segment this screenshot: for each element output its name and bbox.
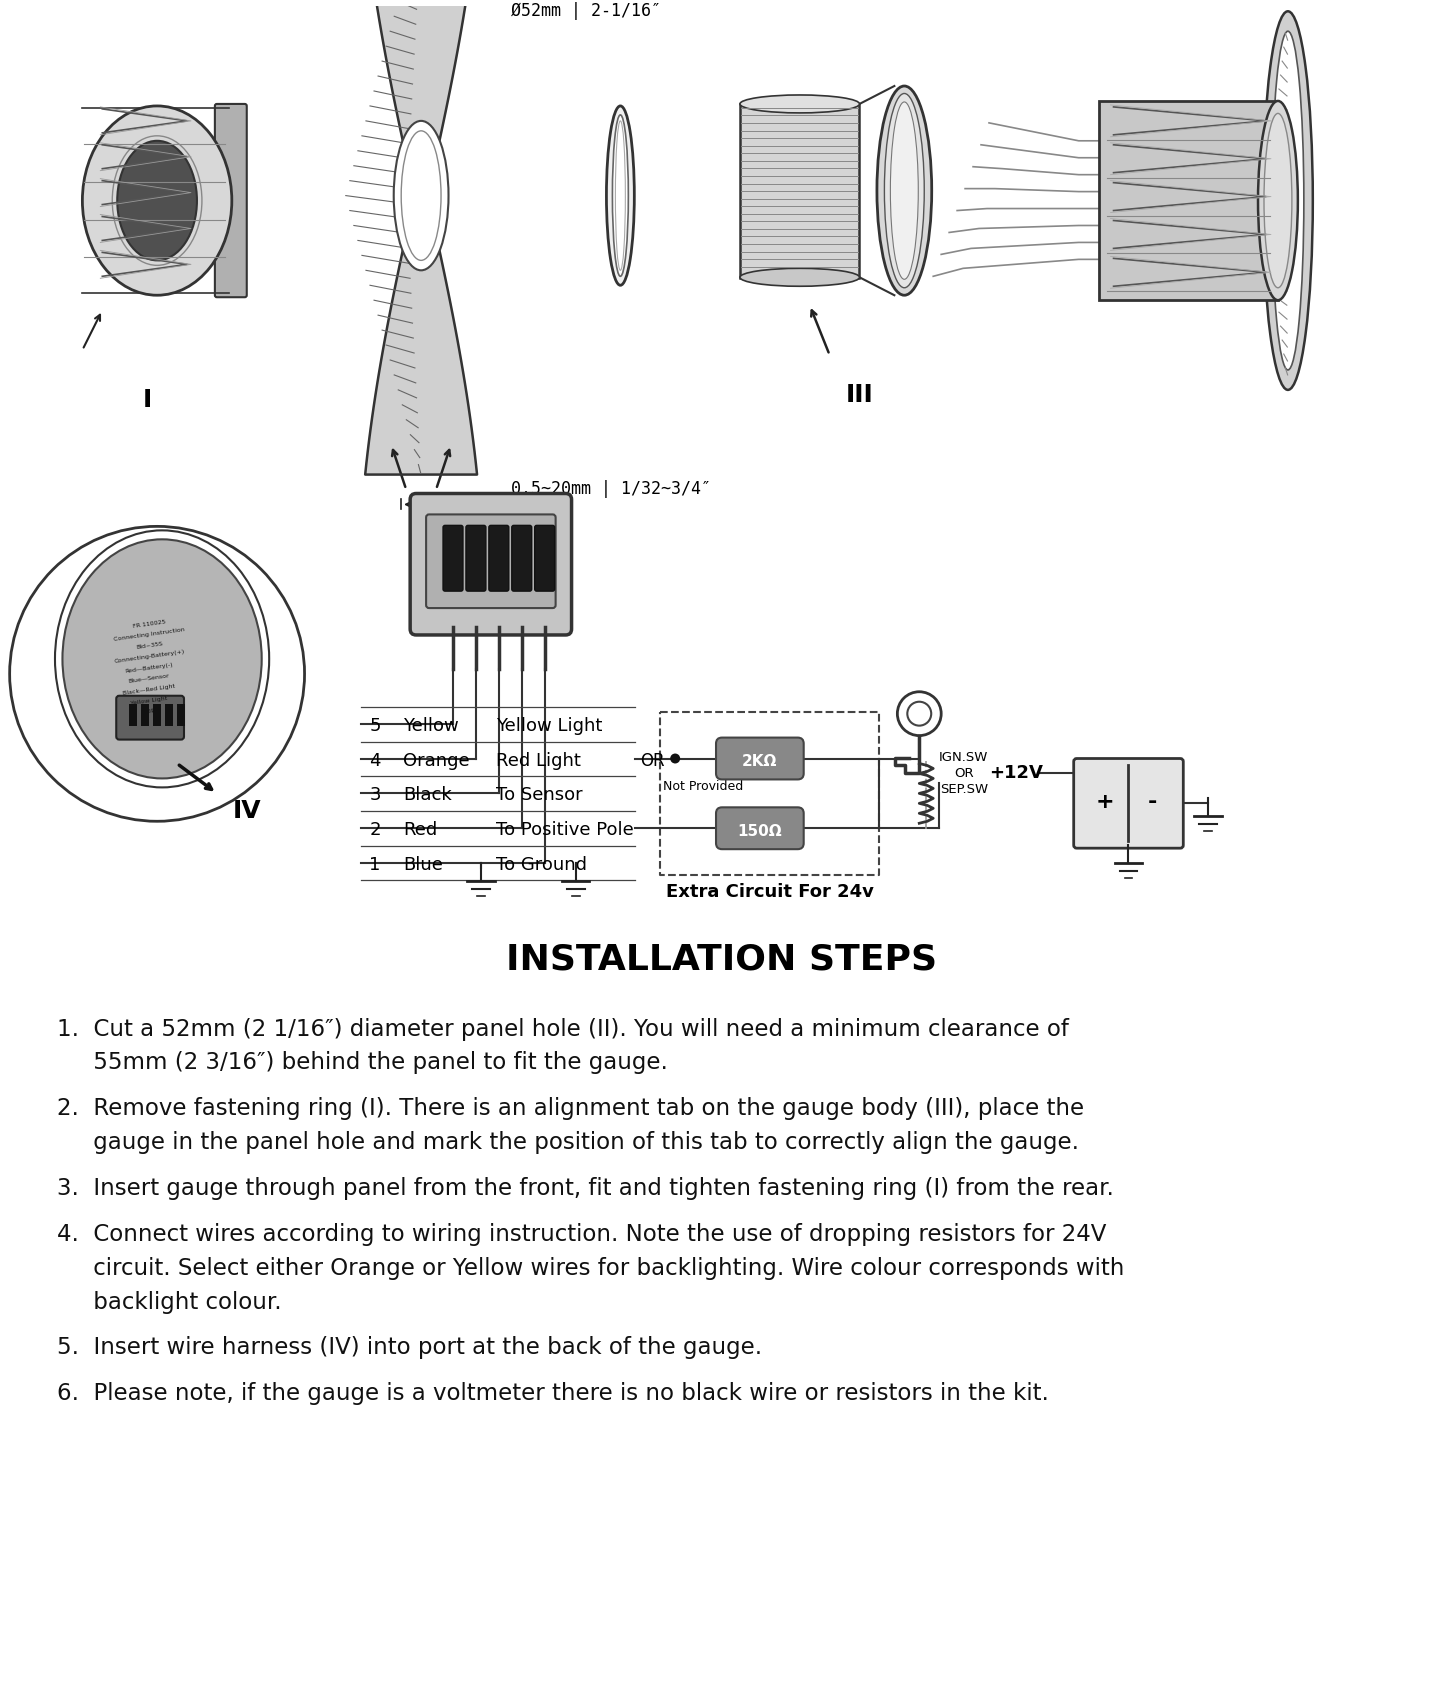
Text: OR: OR [640, 752, 665, 771]
Bar [129, 704, 137, 726]
FancyBboxPatch shape [535, 525, 555, 592]
Text: 2: 2 [370, 822, 381, 839]
Bar [165, 704, 173, 726]
Text: 4.  Connect wires according to wiring instruction. Note the use of dropping resi: 4. Connect wires according to wiring ins… [58, 1222, 1107, 1246]
Circle shape [907, 702, 931, 726]
Ellipse shape [62, 539, 262, 779]
Text: Red Light: Red Light [496, 752, 581, 769]
Text: 1.  Cut a 52mm (2 1/16″) diameter panel hole (II). You will need a minimum clear: 1. Cut a 52mm (2 1/16″) diameter panel h… [58, 1018, 1069, 1040]
FancyBboxPatch shape [1098, 101, 1277, 300]
Text: Yellow: Yellow [403, 716, 460, 735]
Text: Connecting Instruction: Connecting Instruction [113, 627, 185, 643]
Ellipse shape [117, 142, 197, 261]
Text: III: III [845, 384, 873, 407]
Ellipse shape [393, 121, 448, 271]
Text: circuit. Select either Orange or Yellow wires for backlighting. Wire colour corr: circuit. Select either Orange or Yellow … [58, 1257, 1124, 1280]
Text: To Sensor: To Sensor [496, 786, 582, 805]
Text: To Positive Pole: To Positive Pole [496, 822, 633, 839]
Text: Not Provided: Not Provided [663, 781, 744, 793]
Bar [178, 704, 185, 726]
FancyBboxPatch shape [215, 104, 247, 297]
Text: 150Ω: 150Ω [737, 824, 782, 839]
Text: Yellow Light: Yellow Light [130, 696, 168, 706]
Text: II: II [412, 522, 431, 546]
FancyBboxPatch shape [717, 738, 803, 779]
Text: 2.  Remove fastening ring (I). There is an alignment tab on the gauge body (III): 2. Remove fastening ring (I). There is a… [58, 1098, 1085, 1120]
Text: I: I [143, 387, 152, 413]
Text: IGN.SW
OR
SEP.SW: IGN.SW OR SEP.SW [939, 750, 988, 796]
Text: 3.  Insert gauge through panel from the front, fit and tighten fastening ring (I: 3. Insert gauge through panel from the f… [58, 1176, 1114, 1200]
Text: 5: 5 [370, 716, 381, 735]
Ellipse shape [1263, 12, 1314, 390]
Text: 4: 4 [370, 752, 381, 769]
FancyBboxPatch shape [426, 515, 556, 609]
Ellipse shape [1264, 114, 1292, 288]
Text: backlight colour.: backlight colour. [58, 1291, 282, 1313]
Text: 1: 1 [370, 856, 380, 875]
Text: Yellow Light: Yellow Light [496, 716, 603, 735]
Text: Black: Black [403, 786, 452, 805]
Text: FR 110025: FR 110025 [133, 619, 166, 629]
Ellipse shape [1272, 31, 1303, 370]
Text: Red—Battery(-): Red—Battery(-) [124, 662, 173, 673]
Text: 0.5~20mm | 1/32~3/4″: 0.5~20mm | 1/32~3/4″ [510, 481, 711, 498]
Text: -: - [1147, 793, 1157, 812]
Text: 6.  Please note, if the gauge is a voltmeter there is no black wire or resistors: 6. Please note, if the gauge is a voltme… [58, 1383, 1049, 1405]
Ellipse shape [402, 131, 441, 261]
FancyBboxPatch shape [717, 808, 803, 849]
Ellipse shape [877, 85, 932, 295]
Text: Extra Circuit For 24v: Extra Circuit For 24v [666, 883, 874, 900]
Text: +12V: +12V [988, 764, 1043, 783]
Polygon shape [366, 0, 477, 474]
Text: 55mm (2 3/16″) behind the panel to fit the gauge.: 55mm (2 3/16″) behind the panel to fit t… [58, 1052, 669, 1074]
Circle shape [670, 754, 681, 764]
Ellipse shape [613, 114, 629, 276]
Ellipse shape [82, 106, 231, 295]
Text: Connecting-Battery(+): Connecting-Battery(+) [114, 650, 185, 665]
FancyBboxPatch shape [444, 525, 462, 592]
Text: Blue: Blue [403, 856, 444, 875]
Text: IV: IV [233, 800, 262, 824]
Ellipse shape [884, 94, 925, 288]
Text: Orange: Orange [403, 752, 470, 769]
Ellipse shape [740, 268, 860, 286]
Circle shape [897, 692, 941, 735]
Text: Black—Red Light: Black—Red Light [123, 684, 176, 696]
FancyBboxPatch shape [740, 104, 860, 278]
Text: GUP: GUP [143, 708, 156, 714]
Text: 5.  Insert wire harness (IV) into port at the back of the gauge.: 5. Insert wire harness (IV) into port at… [58, 1337, 763, 1359]
FancyBboxPatch shape [1074, 759, 1183, 847]
Text: INSTALLATION STEPS: INSTALLATION STEPS [506, 943, 938, 977]
Text: Ø52mm | 2-1/16″: Ø52mm | 2-1/16″ [510, 2, 660, 20]
Ellipse shape [1259, 101, 1298, 300]
Ellipse shape [607, 106, 634, 285]
FancyBboxPatch shape [116, 696, 184, 740]
Bar [153, 704, 160, 726]
Text: 2KΩ: 2KΩ [743, 754, 777, 769]
Text: +: + [1095, 793, 1114, 812]
Text: Red: Red [403, 822, 438, 839]
Bar [142, 704, 149, 726]
FancyBboxPatch shape [488, 525, 509, 592]
Ellipse shape [616, 121, 626, 271]
FancyBboxPatch shape [410, 493, 572, 634]
FancyBboxPatch shape [465, 525, 486, 592]
Text: Bld~35S: Bld~35S [136, 641, 163, 650]
Ellipse shape [890, 102, 918, 280]
FancyBboxPatch shape [512, 525, 532, 592]
Text: 3: 3 [370, 786, 381, 805]
Ellipse shape [740, 95, 860, 113]
Text: To Ground: To Ground [496, 856, 587, 875]
Circle shape [10, 527, 305, 822]
Text: Blue—Sensor: Blue—Sensor [129, 673, 171, 684]
Text: gauge in the panel hole and mark the position of this tab to correctly align the: gauge in the panel hole and mark the pos… [58, 1130, 1079, 1154]
